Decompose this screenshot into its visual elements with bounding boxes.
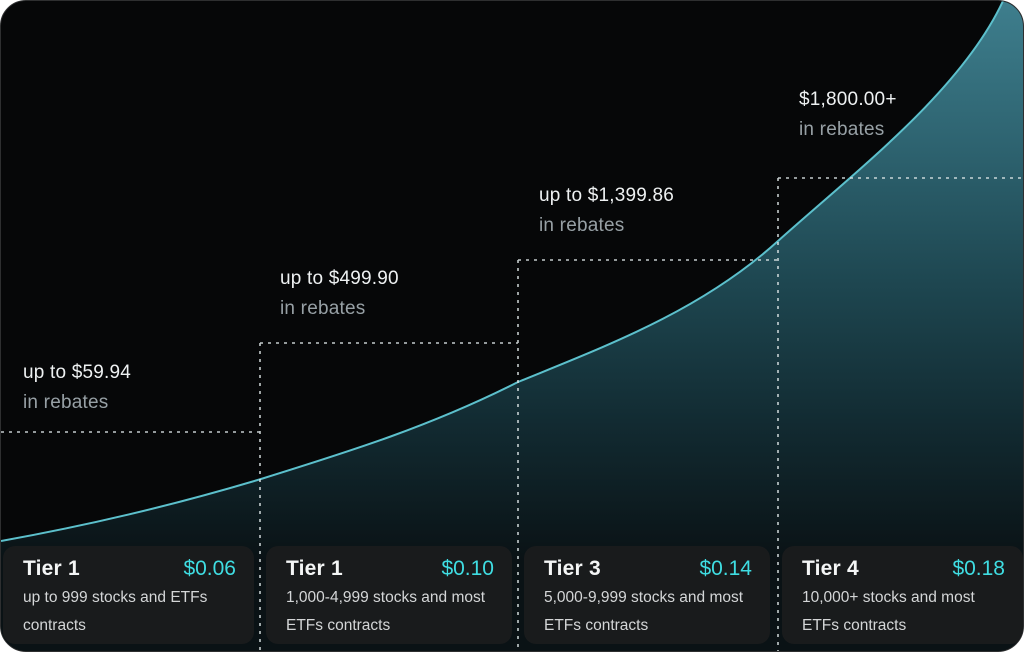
tier-card-4-rate: $0.18	[952, 557, 1005, 580]
tier2-rebate-amount: up to $499.90	[280, 268, 399, 289]
tier-card-4[interactable]: Tier 4 $0.18 10,000+ stocks and most ETF…	[782, 546, 1023, 644]
tier-card-3-header: Tier 3 $0.14	[544, 557, 752, 581]
tier-card-3-description: 5,000-9,999 stocks and most ETFs contrac…	[544, 589, 744, 634]
tier-card-4-title: Tier 4	[802, 557, 859, 580]
tier-card-2[interactable]: Tier 1 $0.10 1,000-4,999 stocks and most…	[266, 546, 512, 644]
tier-card-1-title: Tier 1	[23, 557, 80, 580]
tier-card-1-header: Tier 1 $0.06	[23, 557, 236, 581]
tier2-rebate-annotation: up to $499.90 in rebates	[280, 264, 399, 324]
tier-card-1[interactable]: Tier 1 $0.06 up to 999 stocks and ETFs c…	[3, 546, 254, 644]
rebate-curve-line	[1, 1, 1005, 542]
tier3-rebate-amount: up to $1,399.86	[539, 185, 675, 206]
tier4-rebate-amount: $1,800.00+	[799, 89, 897, 110]
tier-card-4-header: Tier 4 $0.18	[802, 557, 1005, 581]
tier-card-2-header: Tier 1 $0.10	[286, 557, 494, 581]
tier1-rebate-annotation: up to $59.94 in rebates	[23, 358, 131, 418]
tier-card-3-title: Tier 3	[544, 557, 601, 580]
tier1-rebate-amount: up to $59.94	[23, 362, 132, 383]
tier-card-2-title: Tier 1	[286, 557, 343, 580]
tier4-rebate-caption: in rebates	[799, 119, 885, 140]
tier3-rebate-annotation: up to $1,399.86 in rebates	[539, 181, 674, 241]
tier3-rebate-caption: in rebates	[539, 215, 625, 236]
tier-card-4-description: 10,000+ stocks and most ETFs contracts	[802, 589, 975, 634]
tier-card-2-description: 1,000-4,999 stocks and most ETFs contrac…	[286, 589, 486, 634]
tier-card-2-rate: $0.10	[441, 557, 494, 580]
tier2-rebate-caption: in rebates	[280, 298, 366, 319]
tier-card-1-rate: $0.06	[183, 557, 236, 580]
tier-card-3[interactable]: Tier 3 $0.14 5,000-9,999 stocks and most…	[524, 546, 770, 644]
tier1-rebate-caption: in rebates	[23, 392, 109, 413]
tier-boundary-dashes	[1, 177, 1023, 651]
tier4-rebate-annotation: $1,800.00+ in rebates	[799, 85, 897, 145]
tier-card-1-description: up to 999 stocks and ETFs contracts	[23, 589, 208, 634]
tier-card-3-rate: $0.14	[699, 557, 752, 580]
